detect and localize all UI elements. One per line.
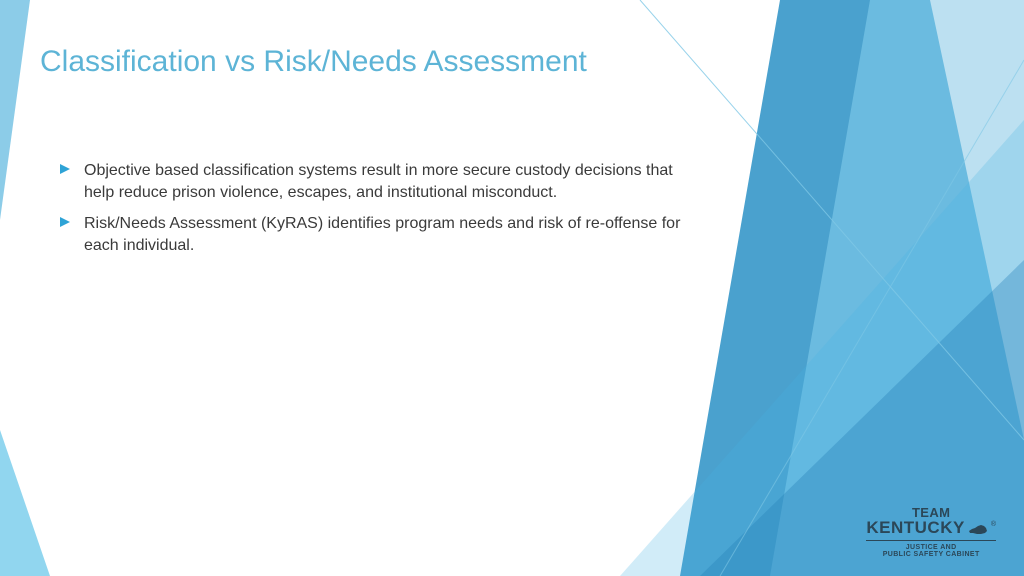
state-outline-icon (968, 523, 988, 536)
team-kentucky-logo: TEAM KENTUCKY ® JUSTICE AND PUBLIC SAFET… (866, 506, 996, 558)
slide-title: Classification vs Risk/Needs Assessment (40, 45, 587, 79)
bullet-text: Risk/Needs Assessment (KyRAS) identifies… (84, 213, 700, 256)
background-decoration (0, 0, 1024, 576)
slide: Classification vs Risk/Needs Assessment … (0, 0, 1024, 576)
bullet-item: Objective based classification systems r… (60, 160, 700, 203)
bullet-marker-icon (60, 217, 70, 227)
logo-registered: ® (991, 521, 996, 528)
bullet-marker-icon (60, 164, 70, 174)
bullet-list: Objective based classification systems r… (60, 160, 700, 266)
logo-kentucky-text: KENTUCKY (866, 519, 964, 536)
bullet-item: Risk/Needs Assessment (KyRAS) identifies… (60, 213, 700, 256)
bullet-text: Objective based classification systems r… (84, 160, 700, 203)
logo-subtitle: JUSTICE AND PUBLIC SAFETY CABINET (866, 540, 996, 558)
